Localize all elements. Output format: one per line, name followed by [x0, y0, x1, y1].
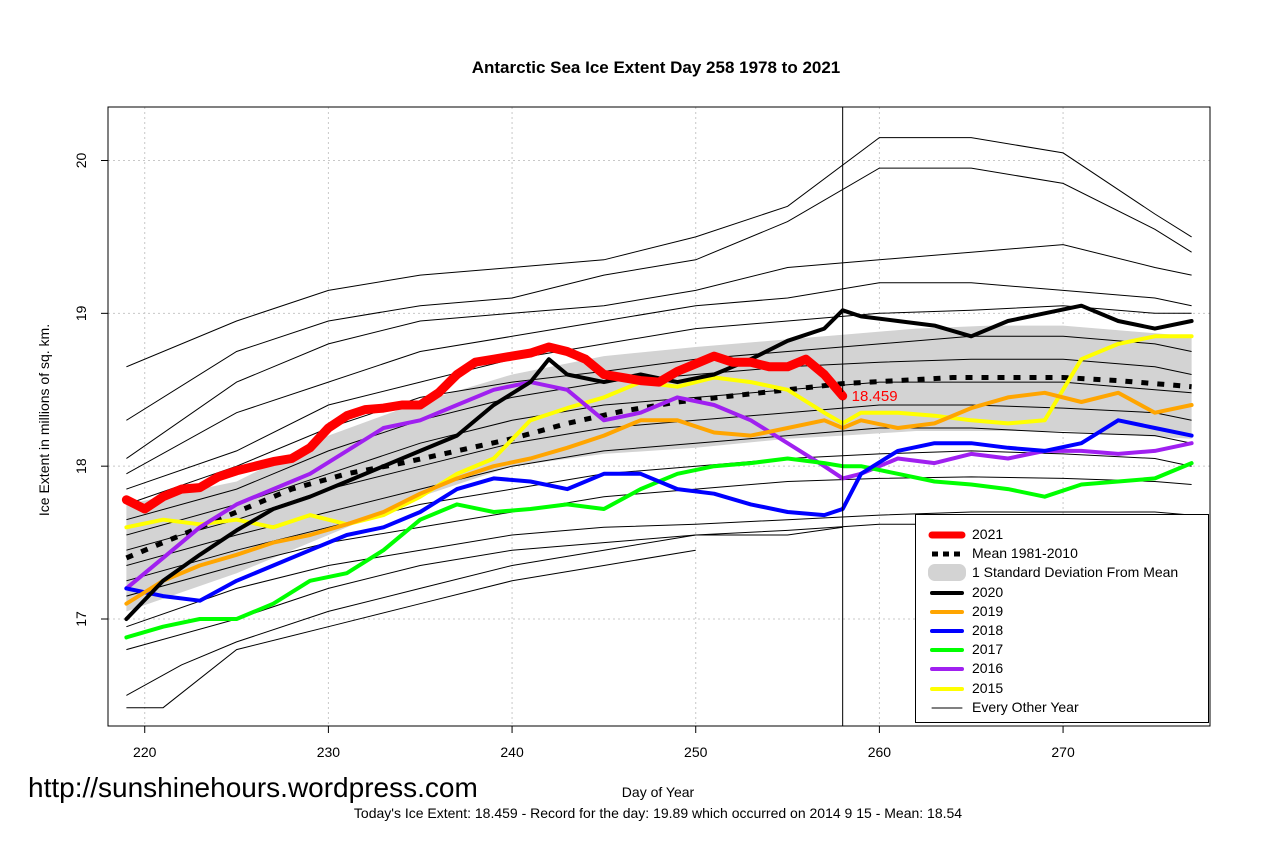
footer-summary: Today's Ice Extent: 18.459 - Record for …: [353, 805, 963, 821]
legend-label: 2020: [972, 583, 1004, 600]
legend-item: Mean 1981-2010: [916, 544, 1208, 563]
legend-item: 2015: [916, 679, 1208, 698]
other-year-line: [126, 244, 1192, 459]
today-value-label: 18.459: [852, 388, 898, 405]
legend-item: 2020: [916, 583, 1208, 602]
legend-swatch-shape: [928, 564, 966, 582]
legend-item: 2018: [916, 621, 1208, 640]
other-year-line: [126, 549, 696, 709]
legend-label: Mean 1981-2010: [972, 545, 1078, 562]
legend-swatch: [930, 667, 964, 672]
plot-frame: [107, 106, 1211, 727]
other-year-line: [126, 305, 1192, 490]
series-line-2016: [124, 380, 1194, 591]
legend-swatch: [931, 707, 963, 709]
legend-swatch: [930, 648, 964, 653]
legend-swatch: [930, 590, 964, 595]
std-dev-band: [126, 325, 1192, 612]
legend-item: 1 Standard Deviation From Mean: [916, 563, 1208, 582]
today-marker: [838, 392, 847, 401]
x-axis-label: Day of Year: [621, 784, 695, 800]
other-year-line: [126, 511, 1192, 628]
x-tick-label: 230: [317, 744, 341, 760]
y-tick-label: 20: [73, 152, 89, 168]
y-tick-label: 19: [73, 305, 89, 321]
legend: 2021 Mean 1981-2010 1 Standard Deviation F…: [915, 514, 1209, 723]
legend-label: 2017: [972, 641, 1004, 658]
other-year-line: [126, 282, 1192, 475]
other-year-line: [126, 358, 1192, 521]
x-tick-label: 220: [133, 744, 157, 760]
legend-swatch: [928, 531, 966, 539]
legend-label: 2019: [972, 602, 1004, 619]
chart-title: Antarctic Sea Ice Extent Day 258 1978 to…: [471, 58, 841, 77]
other-year-line: [126, 450, 1192, 582]
other-year-line: [126, 526, 843, 696]
series-line-2018: [124, 418, 1194, 603]
series-line-2021: [121, 342, 848, 514]
legend-label: 2015: [972, 679, 1004, 696]
watermark-url: http://sunshinehours.wordpress.com: [28, 772, 478, 803]
legend-item: 2019: [916, 602, 1208, 621]
series-line-2015: [124, 334, 1194, 530]
x-tick-label: 270: [1051, 744, 1075, 760]
other-year-line: [126, 167, 1192, 421]
series-line-mean-1981-2010: [125, 375, 1192, 561]
legend-item: 2016: [916, 659, 1208, 678]
legend-swatch: [930, 609, 964, 614]
series-line-2017: [124, 456, 1194, 640]
x-tick-label: 260: [868, 744, 892, 760]
y-tick-label: 18: [73, 458, 89, 474]
legend-label: 2016: [972, 660, 1004, 677]
legend-label: 2021: [972, 526, 1004, 542]
legend-swatch: [930, 686, 964, 691]
legend-item: 2017: [916, 640, 1208, 659]
x-tick-label: 250: [684, 744, 708, 760]
other-year-line: [126, 427, 1192, 566]
legend-swatch: [928, 564, 966, 582]
legend-swatch: [932, 551, 962, 557]
legend-item: 2021: [916, 525, 1208, 544]
legend-label: 1 Standard Deviation From Mean: [972, 564, 1179, 581]
legend-label: 2018: [972, 622, 1004, 638]
y-tick-label: 17: [73, 611, 89, 627]
y-axis-label: Ice Extent in millions of sq. km.: [36, 323, 52, 517]
legend-item: Every Other Year: [916, 698, 1208, 717]
legend-label: Every Other Year: [972, 698, 1079, 715]
series-line-2019: [124, 390, 1194, 606]
other-year-line: [126, 381, 1192, 536]
legend-swatch: [930, 629, 964, 633]
other-year-line: [126, 137, 1192, 368]
x-tick-label: 240: [500, 744, 524, 760]
